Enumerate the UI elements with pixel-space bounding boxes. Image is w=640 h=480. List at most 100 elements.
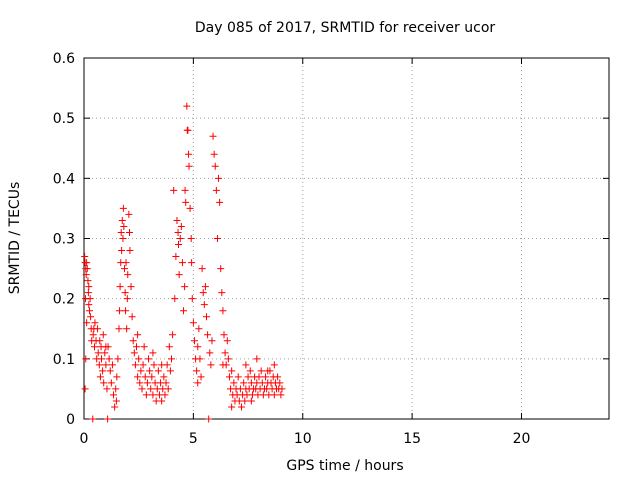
data-point (264, 367, 272, 375)
data-point (274, 373, 282, 381)
data-point (208, 337, 216, 345)
data-point (183, 102, 191, 110)
data-point (161, 391, 169, 399)
data-point (139, 361, 147, 369)
data-point (219, 307, 227, 315)
data-point (190, 337, 198, 345)
data-point (217, 265, 225, 273)
data-point (218, 289, 226, 297)
data-point (99, 367, 107, 375)
data-point (213, 235, 221, 242)
y-tick-label: 0.2 (53, 292, 75, 308)
data-point (188, 295, 196, 303)
data-point (201, 283, 209, 291)
data-point (84, 277, 92, 285)
y-tick-label: 0 (66, 412, 75, 428)
data-point (270, 391, 278, 399)
data-point (117, 228, 125, 236)
data-point (206, 349, 214, 357)
x-tick-label: 5 (189, 431, 198, 447)
data-point (215, 174, 223, 182)
data-point (189, 319, 197, 327)
data-point (224, 355, 232, 363)
data-point (103, 385, 111, 393)
data-point (198, 265, 206, 273)
point-layer (81, 102, 286, 423)
data-point (149, 349, 157, 357)
data-point (119, 235, 127, 242)
data-point (100, 379, 108, 387)
data-point (95, 361, 103, 369)
data-point (171, 295, 179, 303)
y-tick-label: 0.1 (53, 352, 75, 368)
data-point (225, 373, 233, 381)
data-point (89, 331, 97, 339)
data-point (91, 319, 99, 327)
data-point (277, 391, 285, 399)
data-point (188, 259, 196, 267)
data-point (223, 337, 231, 345)
data-point (244, 373, 252, 381)
data-point (122, 259, 130, 267)
y-tick-label: 0.6 (53, 51, 75, 67)
data-point (199, 289, 207, 297)
data-point (168, 355, 175, 363)
data-point (154, 367, 162, 375)
data-point (122, 307, 130, 315)
data-point (110, 391, 118, 399)
data-point (104, 415, 112, 423)
data-point (270, 361, 278, 369)
data-point (115, 307, 123, 315)
data-point (238, 403, 245, 411)
data-point (204, 331, 212, 339)
data-point (158, 397, 166, 405)
data-point (278, 385, 286, 393)
data-point (216, 198, 224, 206)
data-point (164, 385, 172, 393)
chart-title: Day 085 of 2017, SRMTID for receiver uco… (195, 20, 496, 36)
data-point (207, 361, 215, 369)
data-point (209, 132, 217, 140)
data-point (123, 325, 131, 333)
data-point (114, 355, 122, 363)
data-point (120, 265, 128, 273)
data-point (193, 367, 201, 375)
data-point (147, 385, 155, 393)
data-point (210, 150, 218, 158)
data-point (175, 271, 183, 279)
data-point (212, 186, 220, 194)
data-point (173, 216, 181, 224)
data-point (89, 415, 97, 423)
x-tick-label: 15 (403, 431, 421, 447)
data-point (146, 367, 154, 375)
data-point (119, 204, 127, 212)
data-point (182, 198, 190, 206)
data-point (145, 355, 153, 363)
data-point (247, 397, 255, 405)
data-point (262, 373, 270, 381)
data-point (135, 355, 143, 363)
data-point (134, 331, 142, 339)
data-point (107, 379, 115, 387)
data-point (177, 222, 185, 230)
data-point (234, 373, 242, 381)
data-point (81, 385, 89, 393)
data-point (141, 373, 149, 381)
data-point (142, 391, 150, 399)
y-axis-label: SRMTID / TECUs (7, 182, 23, 295)
data-point (158, 361, 166, 369)
tick-layer: 0 0.1 0.2 0.3 0.4 0.5 0.6 0 5 10 15 20 (53, 51, 609, 447)
data-point (112, 385, 120, 393)
data-point (246, 367, 254, 375)
data-point (140, 343, 148, 351)
data-point (84, 289, 92, 297)
x-axis-label: GPS time / hours (286, 458, 403, 474)
data-point (106, 367, 114, 375)
data-point (196, 355, 204, 363)
data-point (120, 222, 128, 230)
data-point (172, 253, 180, 261)
data-point (187, 235, 195, 242)
data-point (99, 331, 107, 339)
data-point (98, 355, 105, 363)
